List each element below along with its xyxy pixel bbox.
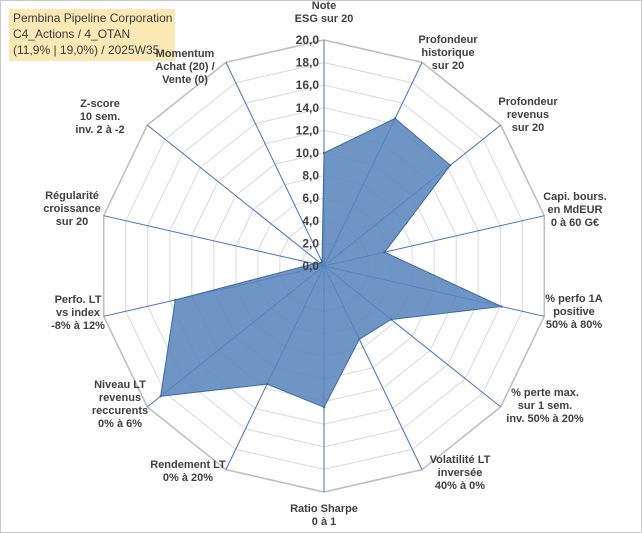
axis-label-line: inv. 2 à -2 [75,124,124,136]
axis-label: Momentum Achat (20) / Vente (0) [155,48,214,86]
axis-label-line: % perfo 1A [545,293,603,305]
axis-label-line: sur 20 [512,122,544,134]
axis-label-line: Profondeur [498,96,558,108]
tick-label: 10,0 [296,146,320,160]
axis-label: Rendement LT 0% à 20% [150,459,226,484]
data-point [320,260,324,264]
axis-label: Perfo. LT vs index -8% à 12% [51,294,105,332]
tick-label: 2,0 [302,236,319,250]
axis-label-line: Capi. bours. [543,191,607,203]
chart-title-category: C4_Actions / 4_OTAN [13,27,131,41]
series-area [160,117,504,408]
axis-label-line: Niveau LT [94,379,146,391]
data-point [393,117,397,120]
axis-label: Volatilité LT inversée 40% à 0% [430,454,491,492]
axis-label: Capi. bours. en MdEUR 0 à 60 G€ [543,191,607,229]
axis-label-line: revenus [507,109,549,121]
axis-label-line: 50% à 80% [546,319,602,331]
tick-label: 20,0 [296,33,320,47]
axis-label: Profondeur historique sur 20 [418,34,478,72]
chart-title-company: Pembina Pipeline Corporation [13,11,173,25]
tick-label: 16,0 [296,78,320,92]
tick-label: 4,0 [302,214,319,228]
axis-label-line: croissance [43,203,100,215]
axis-label: Niveau LT revenus reccurents 0% à 6% [92,379,148,430]
axis-label-line: Z-score [80,98,120,110]
data-point [322,151,326,155]
axis-label-line: Perfo. LT [55,294,102,306]
axis-label-line: Profondeur [418,34,478,46]
data-point [449,164,452,167]
axis-label-line: en MdEUR [548,204,603,216]
axis-label-line: 10 sem. [80,111,120,123]
axis-label-line: sur 1 sem. [518,400,572,412]
axis-label: Note ESG sur 20 [295,0,354,25]
data-point [358,338,361,341]
radar-spoke [225,62,325,267]
tick-label: 14,0 [296,101,320,115]
chart-title-stats: (11,9% | 19,0%) / 2025W35 [13,43,160,57]
axis-label-line: Achat (20) / [155,61,214,73]
axis-label: % perte max. sur 1 sem. inv. 50% à 20% [506,387,584,425]
axis-label-line: positive [553,306,595,318]
axis-label-line: 0 à 60 G€ [551,217,599,229]
axis-label-line: reccurents [92,405,148,417]
axis-label-line: 0% à 6% [98,418,142,430]
data-point [322,406,326,409]
data-point [159,395,162,398]
tick-label: 12,0 [296,123,320,137]
axis-label-line: historique [421,47,474,59]
tick-label: 0,0 [302,259,319,273]
tick-label: 18,0 [296,56,320,70]
data-point [383,251,386,254]
axis-label-line: revenus [99,392,141,404]
axis-label-line: % perte max. [511,387,579,399]
axis-label-line: Vente (0) [162,74,208,86]
axis-label-line: Volatilité LT [430,454,491,466]
tick-label: 8,0 [302,169,319,183]
axis-label: Régularité croissance sur 20 [43,190,100,228]
axis-label-line: sur 20 [56,216,88,228]
axis-label-line: Rendement LT [150,459,226,471]
axis-label: Z-score 10 sem. inv. 2 à -2 [75,98,124,136]
axis-label-line: ESG sur 20 [295,13,354,25]
axis-label-line: sur 20 [432,60,464,72]
axis-label-line: inv. 50% à 20% [506,413,584,425]
axis-label-line: Momentum [156,48,215,60]
axis-label-line: inversée [438,467,483,479]
axis-label-line: vs index [56,307,101,319]
radar-spoke [146,124,325,267]
data-point [265,382,269,386]
axis-label-line: Note [312,0,336,12]
axis-label: Profondeur revenus sur 20 [498,96,558,134]
chart-title-box: Pembina Pipeline Corporation C4_Actions … [9,9,175,61]
axis-label-line: Ratio Sharpe [290,503,358,515]
data-point [174,298,177,302]
axis-label-line: -8% à 12% [51,320,105,332]
data-point [389,318,393,321]
tick-label: 6,0 [302,191,319,205]
data-point [500,305,503,308]
axis-label-line: Régularité [45,190,99,202]
axis-label-line: 0% à 20% [163,472,213,484]
axis-label-line: 40% à 0% [435,480,485,492]
axis-label-line: 0 à 1 [312,516,336,528]
axis-label: Ratio Sharpe 0 à 1 [290,503,358,528]
axis-label: % perfo 1A positive 50% à 80% [545,293,603,331]
radar-spoke [103,215,325,267]
data-point [312,262,316,265]
